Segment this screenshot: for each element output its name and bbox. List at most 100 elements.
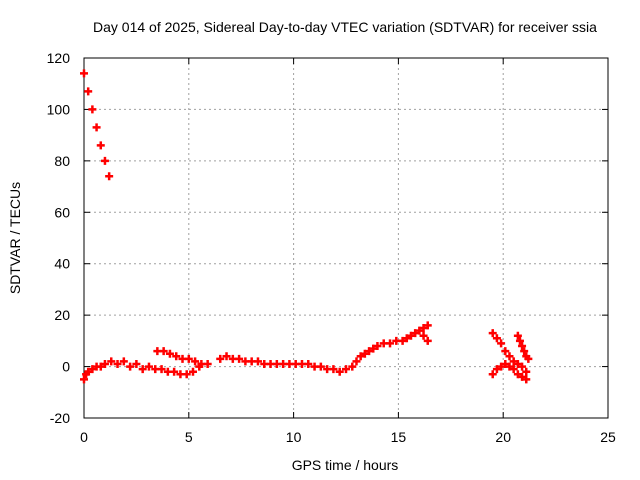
data-point bbox=[88, 105, 97, 114]
y-tick-label: 80 bbox=[54, 153, 70, 169]
data-point bbox=[423, 336, 432, 345]
data-point bbox=[138, 365, 147, 374]
data-point bbox=[365, 347, 374, 356]
plot-area-frame bbox=[83, 57, 609, 419]
data-point bbox=[107, 357, 116, 366]
data-point bbox=[488, 370, 497, 379]
data-point bbox=[505, 352, 514, 361]
data-point bbox=[170, 367, 179, 376]
data-point bbox=[165, 349, 174, 358]
y-tick-label: 60 bbox=[54, 204, 70, 220]
data-point bbox=[80, 69, 88, 78]
x-tick-label: 15 bbox=[391, 429, 407, 445]
data-point bbox=[96, 141, 105, 150]
data-point bbox=[398, 336, 407, 345]
data-point bbox=[329, 365, 338, 374]
data-point bbox=[518, 362, 527, 371]
data-point bbox=[188, 367, 197, 376]
data-point bbox=[386, 339, 395, 348]
data-point bbox=[513, 360, 522, 368]
data-point bbox=[216, 354, 225, 363]
y-tick-label: -20 bbox=[50, 410, 70, 426]
data-point bbox=[497, 362, 506, 371]
data-point bbox=[369, 344, 378, 353]
x-tick-label: 20 bbox=[495, 429, 511, 445]
data-point bbox=[119, 357, 128, 366]
data-point bbox=[304, 360, 313, 368]
data-point bbox=[84, 87, 93, 96]
data-point bbox=[492, 365, 501, 374]
data-point bbox=[203, 360, 212, 368]
y-tick-label: 40 bbox=[54, 256, 70, 272]
data-point bbox=[113, 360, 122, 368]
y-axis-ticks: -20 0 20 40 60 80 100 120 bbox=[47, 50, 608, 426]
data-point bbox=[488, 329, 497, 338]
x-tick-label: 10 bbox=[286, 429, 302, 445]
data-point bbox=[100, 360, 109, 368]
data-point bbox=[92, 123, 101, 132]
data-point bbox=[191, 357, 200, 366]
data-point bbox=[518, 372, 527, 381]
data-point bbox=[84, 367, 93, 376]
data-point bbox=[360, 349, 369, 358]
data-point bbox=[509, 365, 518, 374]
y-tick-label: 0 bbox=[62, 359, 70, 375]
data-point bbox=[335, 367, 344, 376]
data-point bbox=[184, 354, 193, 363]
data-point bbox=[524, 354, 533, 363]
x-tick-label: 25 bbox=[600, 429, 616, 445]
data-point bbox=[501, 360, 510, 368]
x-axis-ticks: 0 5 10 15 20 25 bbox=[80, 58, 616, 445]
data-point bbox=[492, 334, 501, 343]
data-point bbox=[235, 354, 244, 363]
data-point bbox=[501, 347, 510, 356]
data-point bbox=[352, 357, 361, 366]
data-point bbox=[520, 347, 529, 356]
data-point bbox=[144, 362, 153, 371]
data-point bbox=[182, 370, 191, 379]
data-point bbox=[126, 362, 135, 371]
x-tick-label: 0 bbox=[80, 429, 88, 445]
data-point bbox=[222, 352, 231, 361]
data-point bbox=[132, 360, 141, 368]
data-point bbox=[402, 334, 411, 343]
data-point bbox=[518, 342, 527, 350]
data-point bbox=[419, 324, 428, 332]
data-point bbox=[342, 365, 350, 374]
data-point bbox=[157, 365, 166, 374]
data-point bbox=[356, 352, 365, 361]
data-point bbox=[513, 370, 522, 379]
data-point bbox=[515, 336, 524, 345]
data-point bbox=[423, 321, 432, 330]
data-points bbox=[80, 69, 533, 384]
y-axis-label: SDTVAR / TECUs bbox=[7, 182, 23, 294]
x-axis-label: GPS time / hours bbox=[292, 457, 399, 473]
data-point bbox=[159, 347, 168, 356]
y-tick-label: 20 bbox=[54, 307, 70, 323]
data-point bbox=[100, 156, 109, 165]
data-point bbox=[497, 339, 506, 348]
grid-lines bbox=[84, 58, 608, 418]
y-tick-label: 120 bbox=[47, 50, 71, 66]
data-point bbox=[406, 331, 415, 340]
data-point bbox=[88, 365, 97, 374]
data-point bbox=[373, 342, 382, 350]
data-point bbox=[419, 331, 428, 340]
data-point bbox=[509, 357, 518, 366]
data-point bbox=[96, 362, 105, 371]
data-point bbox=[316, 362, 325, 371]
x-tick-label: 5 bbox=[185, 429, 193, 445]
data-point bbox=[415, 326, 424, 335]
data-point bbox=[411, 329, 420, 338]
data-point bbox=[172, 352, 181, 361]
data-point bbox=[348, 362, 357, 371]
chart-title: Day 014 of 2025, Sidereal Day-to-day VTE… bbox=[93, 19, 597, 35]
data-point bbox=[522, 375, 531, 384]
y-tick-label: 100 bbox=[47, 101, 71, 117]
data-point bbox=[513, 331, 522, 340]
data-point bbox=[505, 362, 514, 371]
data-point bbox=[105, 172, 114, 181]
data-point bbox=[80, 375, 88, 384]
data-point bbox=[522, 367, 531, 376]
data-point bbox=[253, 357, 262, 366]
